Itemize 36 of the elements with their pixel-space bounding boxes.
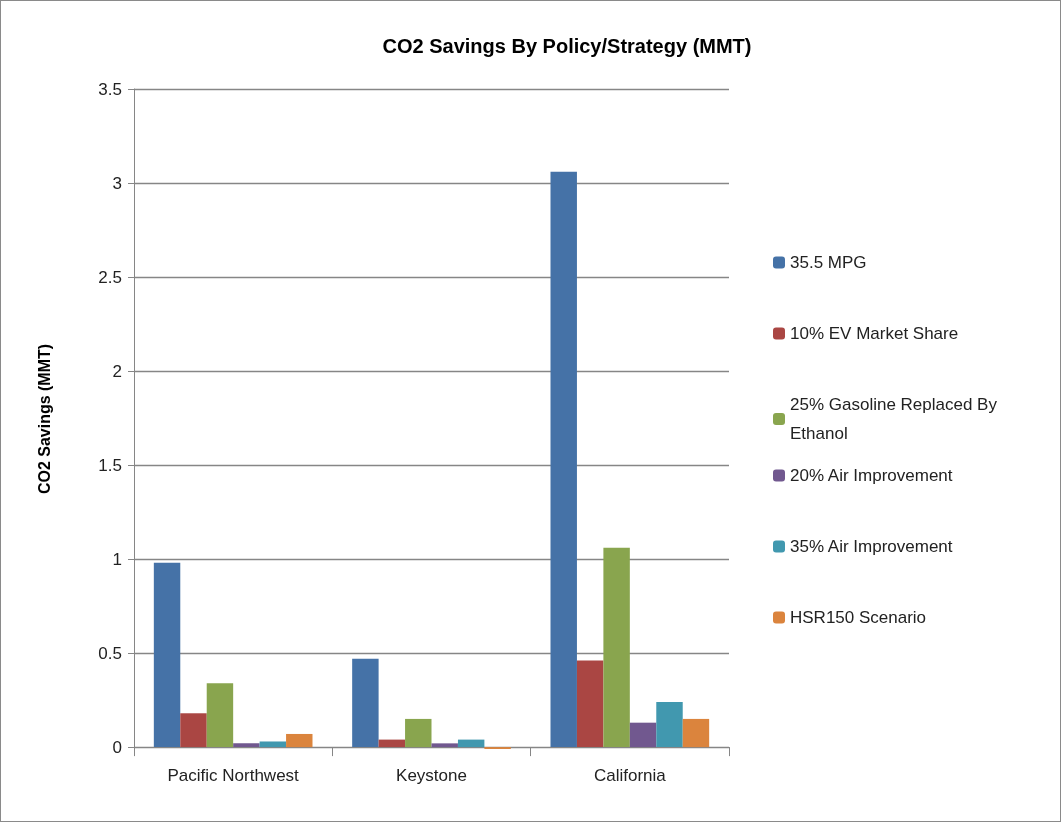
- bar: [405, 718, 432, 748]
- bar: [656, 701, 683, 748]
- bar: [576, 660, 604, 748]
- bar: [286, 733, 313, 748]
- y-tick-label: 2: [112, 361, 122, 381]
- bar: [180, 713, 207, 748]
- x-tick-label: Pacific Northwest: [167, 766, 300, 785]
- bar: [457, 739, 485, 748]
- bar: [259, 741, 287, 748]
- bar: [233, 743, 260, 748]
- y-tick-label: 3.5: [98, 79, 122, 99]
- legend-label: 35% Air Improvement: [790, 537, 953, 556]
- bar: [550, 171, 577, 748]
- y-tick-label: 2.5: [98, 267, 122, 287]
- y-tick-label: 0.5: [98, 643, 122, 663]
- bar: [153, 562, 181, 748]
- bar: [206, 683, 234, 748]
- x-tick-label: California: [593, 766, 667, 785]
- legend-label: 35.5 MPG: [790, 253, 867, 272]
- legend-label: 20% Air Improvement: [790, 466, 953, 485]
- bar: [603, 547, 630, 748]
- x-tick-label: Keystone: [396, 766, 467, 785]
- y-tick-label: 0: [112, 737, 122, 757]
- bar: [352, 658, 379, 748]
- legend-label: 10% EV Market Share: [790, 324, 959, 343]
- chart-title: CO2 Savings By Policy/Strategy (MMT): [382, 35, 752, 57]
- legend-label: HSR150 Scenario: [790, 608, 927, 627]
- y-tick-label: 3: [112, 173, 122, 193]
- bar: [682, 718, 710, 748]
- y-axis-title: CO2 Savings (MMT): [35, 343, 53, 495]
- y-tick-label: 1: [112, 549, 122, 569]
- bar: [378, 739, 406, 748]
- bar: [431, 743, 458, 748]
- y-tick-label: 1.5: [98, 455, 122, 475]
- bar: [629, 722, 657, 748]
- legend-label: 25% Gasoline Replaced By Ethanol: [790, 395, 1002, 443]
